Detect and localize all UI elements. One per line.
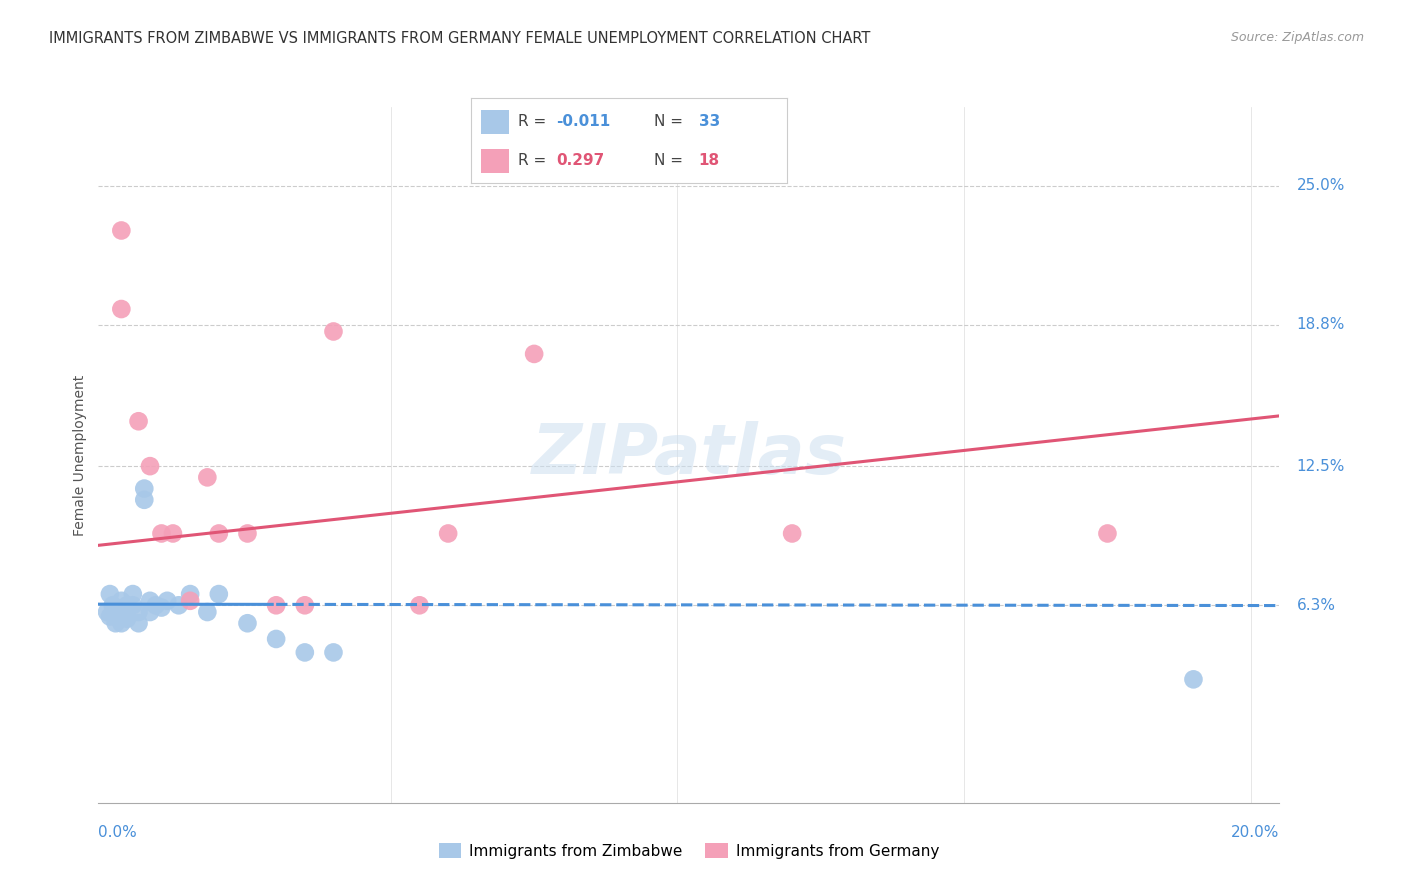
Point bbox=[208, 526, 231, 541]
Text: R =: R = bbox=[519, 114, 551, 129]
Text: 12.5%: 12.5% bbox=[1296, 458, 1346, 474]
Text: 18.8%: 18.8% bbox=[1296, 318, 1346, 332]
Point bbox=[134, 492, 156, 507]
Point bbox=[162, 526, 184, 541]
Text: 0.297: 0.297 bbox=[557, 153, 605, 169]
Point bbox=[264, 632, 287, 646]
Point bbox=[195, 605, 218, 619]
Point bbox=[264, 599, 287, 613]
Text: 33: 33 bbox=[699, 114, 720, 129]
Point bbox=[121, 587, 143, 601]
Point bbox=[322, 325, 344, 339]
Point bbox=[96, 605, 118, 619]
Point bbox=[115, 609, 138, 624]
Text: -0.011: -0.011 bbox=[557, 114, 610, 129]
Point bbox=[236, 616, 259, 631]
Point bbox=[121, 599, 143, 613]
Point bbox=[179, 587, 201, 601]
Text: IMMIGRANTS FROM ZIMBABWE VS IMMIGRANTS FROM GERMANY FEMALE UNEMPLOYMENT CORRELAT: IMMIGRANTS FROM ZIMBABWE VS IMMIGRANTS F… bbox=[49, 31, 870, 46]
Point bbox=[101, 599, 124, 613]
Text: 6.3%: 6.3% bbox=[1296, 598, 1336, 613]
Point bbox=[408, 599, 430, 613]
Point bbox=[236, 526, 259, 541]
Point bbox=[139, 605, 162, 619]
Text: 20.0%: 20.0% bbox=[1232, 825, 1279, 840]
Point bbox=[128, 414, 150, 428]
Point bbox=[294, 599, 316, 613]
Point bbox=[104, 609, 127, 624]
Text: R =: R = bbox=[519, 153, 551, 169]
Point bbox=[139, 594, 162, 608]
Point bbox=[208, 587, 231, 601]
Text: 25.0%: 25.0% bbox=[1296, 178, 1346, 193]
Text: 0.0%: 0.0% bbox=[98, 825, 138, 840]
Point bbox=[110, 605, 132, 619]
Point bbox=[150, 526, 173, 541]
Point bbox=[104, 605, 127, 619]
Point bbox=[110, 594, 132, 608]
Point bbox=[150, 600, 173, 615]
Point bbox=[110, 223, 132, 237]
Text: N =: N = bbox=[655, 153, 689, 169]
Point bbox=[98, 609, 121, 624]
Bar bbox=[481, 149, 509, 173]
Text: 18: 18 bbox=[699, 153, 720, 169]
Point bbox=[115, 612, 138, 626]
Point bbox=[110, 616, 132, 631]
Point bbox=[1097, 526, 1119, 541]
Point bbox=[145, 599, 167, 613]
Point bbox=[115, 599, 138, 613]
Point bbox=[98, 587, 121, 601]
Point bbox=[179, 594, 201, 608]
Y-axis label: Female Unemployment: Female Unemployment bbox=[73, 375, 87, 535]
Point bbox=[294, 645, 316, 659]
Point bbox=[128, 605, 150, 619]
Point bbox=[1182, 673, 1205, 687]
Point bbox=[523, 347, 546, 361]
Point bbox=[780, 526, 803, 541]
Point bbox=[156, 594, 179, 608]
Text: N =: N = bbox=[655, 114, 689, 129]
Point bbox=[167, 599, 190, 613]
Text: Source: ZipAtlas.com: Source: ZipAtlas.com bbox=[1230, 31, 1364, 45]
Text: ZIPatlas: ZIPatlas bbox=[531, 421, 846, 489]
Point bbox=[139, 459, 162, 474]
Point bbox=[437, 526, 460, 541]
Point bbox=[110, 301, 132, 316]
Point bbox=[104, 616, 127, 631]
Bar bbox=[481, 110, 509, 134]
Point bbox=[195, 470, 218, 484]
Legend: Immigrants from Zimbabwe, Immigrants from Germany: Immigrants from Zimbabwe, Immigrants fro… bbox=[433, 837, 945, 864]
Point bbox=[322, 645, 344, 659]
Point bbox=[128, 616, 150, 631]
Point bbox=[134, 482, 156, 496]
